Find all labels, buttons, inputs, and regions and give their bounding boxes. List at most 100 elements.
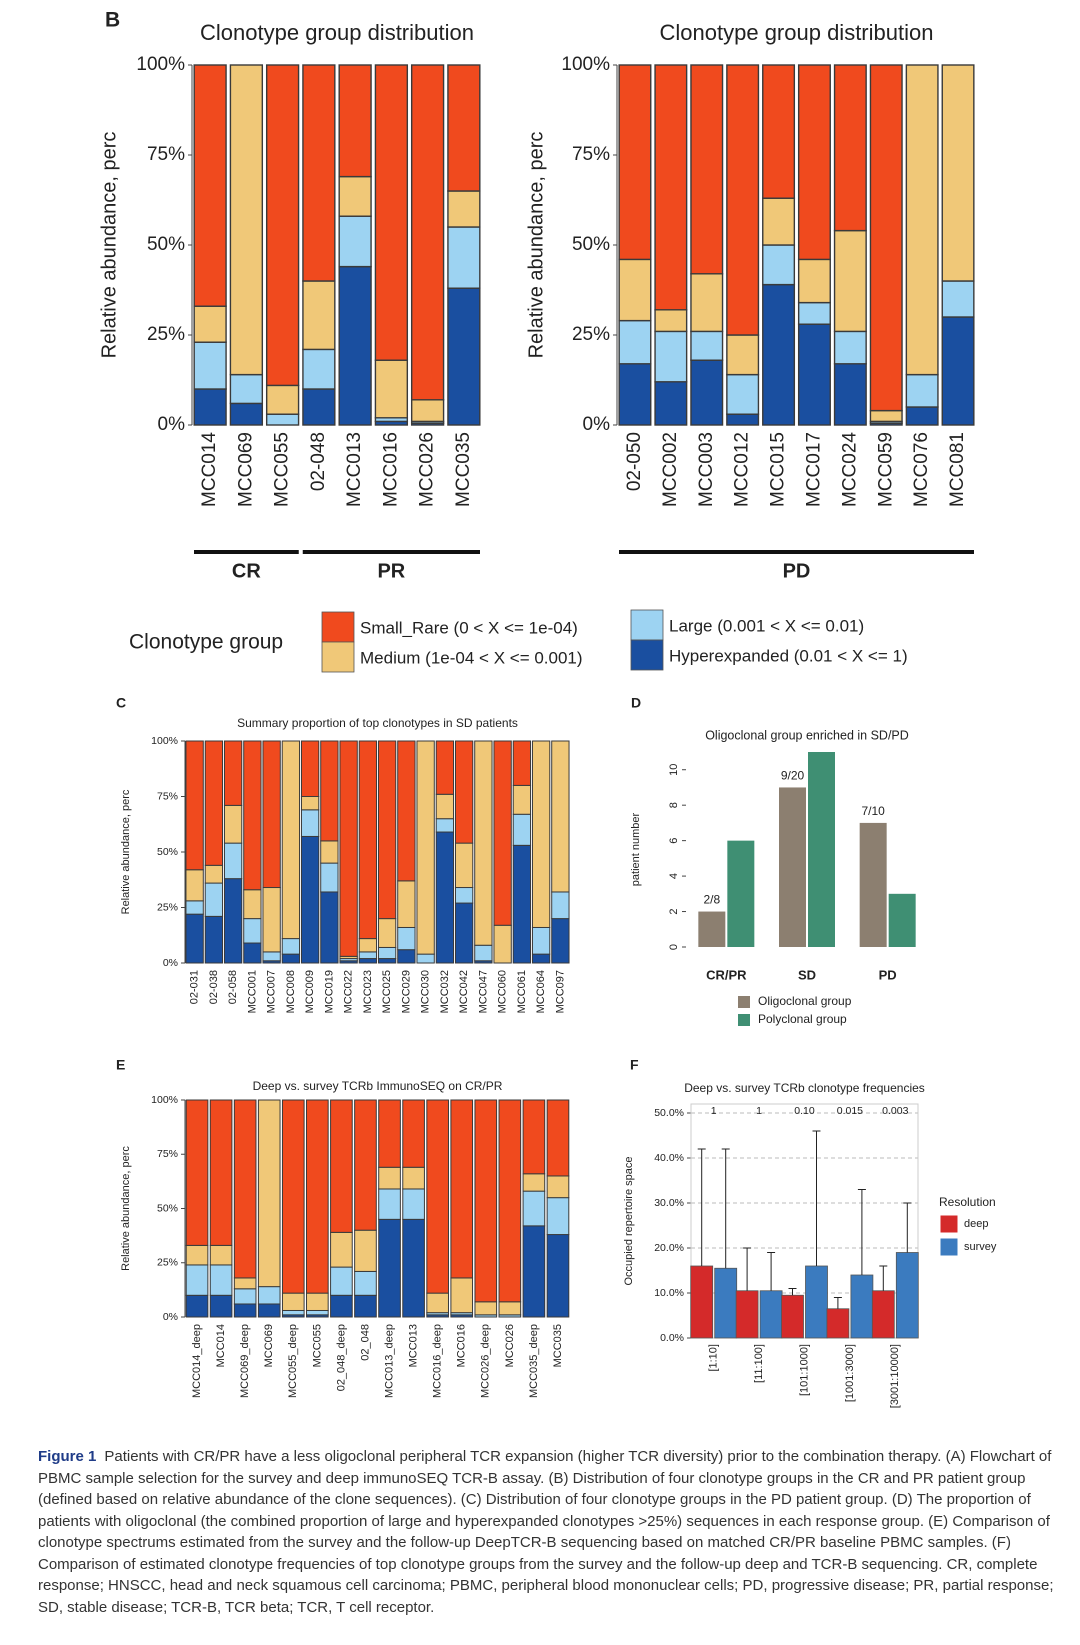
y-tick-label: 50% xyxy=(572,234,610,255)
x-tick-label: MCC076 xyxy=(911,432,932,507)
bar-segment xyxy=(358,958,378,964)
figure: Clonotype group distribution B Relative ab… xyxy=(98,9,997,1409)
legend-swatch xyxy=(738,1014,750,1026)
x-tick-label: [1:10] xyxy=(708,1344,720,1372)
legend-label: Hyperexpanded (0.01 < X <= 1) xyxy=(669,646,908,665)
bar-segment xyxy=(338,215,372,268)
bar-segment xyxy=(377,740,397,920)
group-label: PD xyxy=(783,560,811,582)
x-tick-label: MCC069 xyxy=(235,432,256,507)
chart-title: Clonotype group distribution xyxy=(660,20,934,45)
bar-segment xyxy=(426,1292,449,1314)
y-tick-label: 10.0% xyxy=(654,1287,684,1299)
bar-segment xyxy=(447,287,481,426)
bar-segment xyxy=(869,64,903,412)
bar-segment xyxy=(204,864,224,884)
x-tick-label: MCC035_deep xyxy=(528,1324,540,1398)
x-tick-label: MCC035 xyxy=(552,1324,564,1367)
bar xyxy=(850,1274,874,1339)
x-tick-label: MCC008 xyxy=(285,970,297,1013)
x-tick-label: 02-058 xyxy=(227,970,239,1004)
bar-segment xyxy=(447,64,481,192)
y-axis-label: Relative abundance, perc xyxy=(98,132,120,359)
bar-segment xyxy=(618,64,652,261)
bar-segment xyxy=(233,1288,257,1305)
bar-segment xyxy=(265,64,300,387)
bar-segment xyxy=(833,229,867,333)
bar xyxy=(805,1265,828,1339)
bar-segment xyxy=(726,413,760,426)
bar-segment xyxy=(320,740,339,842)
y-tick-label: 0% xyxy=(583,414,611,435)
bar-segment xyxy=(512,740,532,786)
bar-segment xyxy=(320,862,339,893)
legend-swatch xyxy=(630,609,664,641)
bar-segment xyxy=(618,258,652,322)
caption-text: Patients with CR/PR have a less oligoclo… xyxy=(38,1448,1054,1616)
bar-segment xyxy=(531,740,551,928)
y-tick-label: 25% xyxy=(157,1257,178,1269)
bar-segment xyxy=(833,330,867,365)
bar-segment xyxy=(435,793,455,820)
bar-segment xyxy=(474,1099,498,1303)
x-tick-label: MCC069 xyxy=(263,1324,275,1367)
x-tick-label: MCC035 xyxy=(453,432,474,507)
bar-segment xyxy=(493,740,512,926)
panel-letter: E xyxy=(116,1057,125,1073)
x-tick-label: 02-031 xyxy=(189,970,201,1004)
bar-segment xyxy=(300,796,320,811)
bar-segment xyxy=(546,1197,570,1236)
bar-segment xyxy=(302,64,336,282)
bar-segment xyxy=(493,924,512,964)
bar-segment xyxy=(454,842,474,889)
bar-segment xyxy=(209,1264,233,1296)
bar-segment xyxy=(262,740,281,889)
x-tick-label: PD xyxy=(879,967,897,982)
x-tick-label: [3001:10000] xyxy=(889,1344,901,1408)
bar-segment xyxy=(185,1264,209,1296)
caption-label: Figure 1 xyxy=(38,1448,97,1465)
x-tick-label: MCC026_deep xyxy=(480,1324,492,1398)
x-tick-label: MCC016 xyxy=(380,432,401,507)
bar-segment xyxy=(654,330,688,383)
bar-segment xyxy=(512,844,532,964)
bar-segment xyxy=(281,953,301,964)
bar-segment xyxy=(262,951,281,962)
legend-label: Small_Rare (0 < X <= 1e-04) xyxy=(360,618,578,637)
bar-annotation: 2/8 xyxy=(703,893,720,907)
bar-segment xyxy=(726,373,760,415)
chart-title: Oligoclonal group enriched in SD/PD xyxy=(705,728,909,742)
bar xyxy=(690,1265,714,1339)
bar-segment xyxy=(397,926,416,951)
bar-segment xyxy=(229,373,264,405)
group-label: PR xyxy=(377,560,405,582)
bar-segment xyxy=(338,175,372,217)
bar-segment xyxy=(397,880,416,928)
x-tick-label: MCC069_deep xyxy=(239,1324,251,1398)
bar-segment xyxy=(281,740,301,940)
bar xyxy=(759,1290,783,1339)
bar-segment xyxy=(397,740,416,882)
bar-segment xyxy=(185,913,204,964)
x-tick-label: MCC015 xyxy=(768,432,789,507)
bar-segment xyxy=(833,64,867,232)
y-tick-label: 75% xyxy=(157,790,178,802)
bar-segment xyxy=(338,265,372,426)
bar-segment xyxy=(797,258,831,304)
legend-label: deep xyxy=(964,1218,988,1230)
x-tick-label: SD xyxy=(798,967,816,982)
y-tick-label: 20.0% xyxy=(654,1242,684,1254)
bar-segment xyxy=(531,926,551,955)
bar-segment xyxy=(797,301,831,325)
x-tick-label: MCC042 xyxy=(458,970,470,1013)
x-tick-label: MCC030 xyxy=(420,970,432,1013)
bar-segment xyxy=(185,869,204,902)
bar-segment xyxy=(257,1099,281,1288)
chart-title: Deep vs. survey TCRb clonotype frequenci… xyxy=(684,1081,925,1095)
bar-segment xyxy=(281,1309,305,1316)
x-tick-label: MCC032 xyxy=(439,970,451,1013)
x-tick-label: MCC026 xyxy=(504,1324,516,1367)
bar-segment xyxy=(551,918,570,964)
x-tick-label: MCC023 xyxy=(362,970,374,1013)
